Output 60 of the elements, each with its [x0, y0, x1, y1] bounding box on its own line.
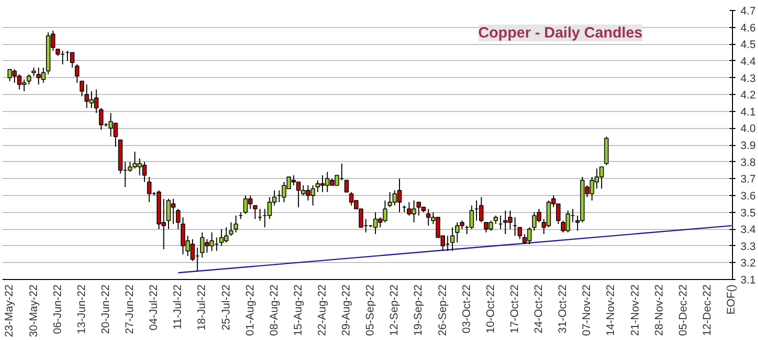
- x-tick-label: 05-Sep-22: [364, 284, 377, 336]
- x-tick-label: 24-Oct-22: [533, 284, 546, 334]
- x-tick-label: 25-Jul-22: [220, 284, 232, 330]
- x-tick-label: 06-Jun-22: [52, 284, 64, 334]
- x-tick-label: 11-Jul-22: [172, 284, 184, 330]
- x-tick-label: 10-Oct-22: [484, 284, 497, 334]
- x-tick-label: 26-Sep-22: [436, 284, 449, 336]
- candlestick: [228, 222, 234, 236]
- x-tick-label: 28-Nov-22: [653, 284, 666, 336]
- candlestick: [518, 226, 522, 240]
- x-tick-label: 20-Jun-22: [100, 284, 112, 334]
- y-tick-label: 4.1: [740, 106, 756, 118]
- y-tick-label: 3.8: [740, 156, 756, 169]
- y-tick-label: 4.5: [740, 39, 756, 52]
- x-tick-label: 12-Sep-22: [388, 284, 401, 336]
- x-tick-label: 29-Aug-22: [340, 284, 353, 336]
- y-tick-label: 4.6: [740, 22, 756, 34]
- candlestick: [176, 208, 180, 230]
- x-tick-label: 30-May-22: [28, 284, 40, 338]
- x-tick-label: 22-Aug-22: [316, 284, 329, 336]
- x-tick-label: 18-Jul-22: [196, 284, 208, 330]
- candlestick: [234, 215, 238, 233]
- x-tick-label: 31-Oct-22: [557, 284, 570, 334]
- candlestick: [26, 74, 32, 85]
- x-tick-label: 07-Nov-22: [581, 284, 594, 336]
- candlestick: [450, 226, 455, 252]
- y-tick-label: 3.1: [740, 274, 756, 286]
- y-tick-label: 4.2: [740, 90, 756, 102]
- y-tick-label: 3.5: [740, 207, 756, 220]
- x-tick-label: 13-Jun-22: [76, 284, 88, 334]
- x-tick-label: 08-Aug-22: [268, 284, 280, 336]
- y-tick-label: 3.2: [740, 258, 756, 270]
- y-tick-label: 3.7: [740, 174, 756, 186]
- y-tick-label: 4.3: [740, 72, 756, 85]
- candlestick: [80, 80, 84, 97]
- x-tick-label: 12-Dec-22: [701, 284, 714, 336]
- x-tick-label: 27-Jun-22: [124, 284, 136, 334]
- y-tick-label: 3.3: [740, 240, 756, 253]
- x-tick-label: 19-Sep-22: [412, 284, 425, 336]
- y-tick-label: 4.7: [740, 6, 756, 18]
- x-tick-label: 23-May-22: [4, 284, 16, 338]
- y-tick-label: 3.4: [740, 224, 756, 236]
- x-tick-label: 04-Jul-22: [148, 284, 160, 330]
- y-tick-label: 3.9: [740, 140, 756, 152]
- x-tick-label: 17-Oct-22: [508, 284, 521, 334]
- x-tick-label: EOF(): [726, 284, 738, 314]
- candlestick: [252, 205, 258, 220]
- x-tick-label: 01-Aug-22: [244, 284, 256, 336]
- y-tick-label: 4.0: [740, 123, 756, 136]
- y-tick-label: 3.6: [740, 190, 756, 202]
- x-tick-label: 03-Oct-22: [460, 284, 473, 334]
- candlestick: [344, 180, 349, 192]
- x-tick-label: 15-Aug-22: [292, 284, 304, 336]
- candlestick: [469, 205, 474, 230]
- candlestick: [74, 64, 80, 84]
- x-tick-label: 21-Nov-22: [629, 284, 642, 336]
- y-tick-label: 4.4: [740, 56, 756, 68]
- x-tick-label: 14-Nov-22: [605, 284, 618, 336]
- x-tick-label: 05-Dec-22: [677, 284, 690, 336]
- text: Copper - Daily Candles: [478, 24, 642, 42]
